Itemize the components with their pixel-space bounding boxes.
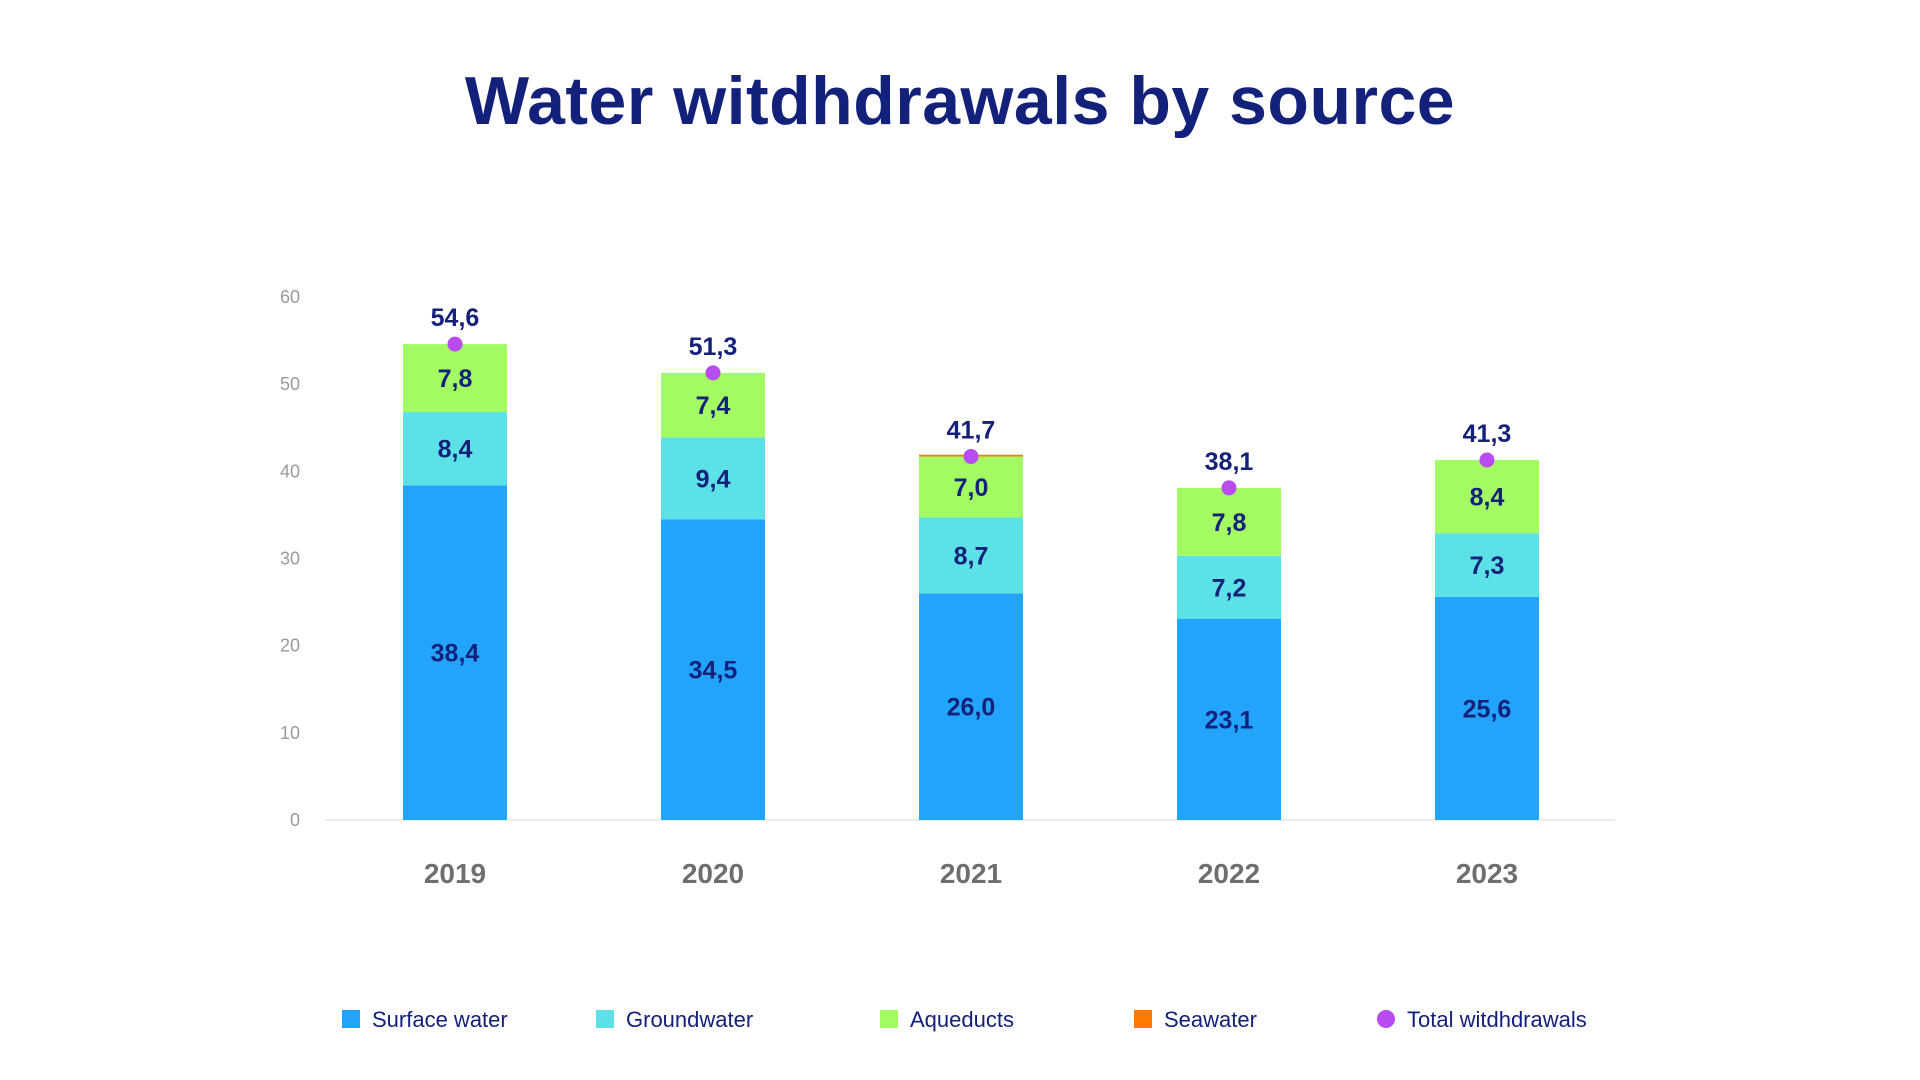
bar-segment-groundwater (1177, 555, 1281, 619)
data-label: 9,4 (696, 465, 731, 493)
bar-segment-surface-water (403, 485, 507, 820)
legend-swatch (1377, 1010, 1395, 1028)
legend-item-groundwater: Groundwater (596, 1007, 753, 1032)
bar-segment-groundwater (661, 437, 765, 520)
data-label: 26,0 (947, 694, 996, 722)
total-label: 54,6 (431, 304, 480, 332)
data-label: 7,3 (1470, 552, 1505, 580)
bar-segment-aqueducts (1435, 460, 1539, 534)
bar-group-2021: 26,0 8,7 7,0 41,7 (919, 417, 1023, 820)
legend-swatch (342, 1010, 360, 1028)
data-label: 7,4 (696, 392, 731, 420)
bar-segment-surface-water (1177, 618, 1281, 820)
data-label: 7,0 (954, 474, 989, 502)
bar-segment-aqueducts (661, 372, 765, 438)
bar-segment-aqueducts (403, 344, 507, 413)
total-label: 51,3 (689, 333, 738, 361)
total-marker (963, 449, 979, 465)
legend: Surface water Groundwater Aqueducts Seawate… (342, 1007, 1587, 1032)
bar-segment-aqueducts (1177, 487, 1281, 556)
total-label: 41,3 (1463, 420, 1512, 448)
data-label: 23,1 (1205, 706, 1254, 734)
y-tick-label: 40 (280, 461, 300, 481)
legend-item-seawater: Seawater (1134, 1007, 1257, 1032)
bars: 38,4 8,4 7,8 54,6 34,5 9,4 7,4 51,3 26,0 8,7 7,0 41… (403, 304, 1539, 820)
bar-group-2023: 25,6 7,3 8,4 41,3 (1435, 420, 1539, 820)
bar-segment-groundwater (919, 517, 1023, 594)
total-marker (705, 365, 721, 381)
total-marker (1479, 452, 1495, 468)
data-label: 8,4 (1470, 484, 1505, 512)
bar-segment-surface-water (919, 593, 1023, 820)
x-tick-label: 2023 (1456, 858, 1518, 889)
legend-swatch (880, 1010, 898, 1028)
data-label: 7,8 (1212, 509, 1247, 537)
y-tick-label: 0 (290, 810, 300, 830)
data-label: 25,6 (1463, 695, 1512, 723)
bar-segment-surface-water (661, 519, 765, 820)
data-label: 7,8 (438, 365, 473, 393)
data-label: 8,4 (438, 436, 473, 464)
legend-label: Surface water (372, 1007, 508, 1032)
x-tick-label: 2019 (424, 858, 486, 889)
legend-item-surface-water: Surface water (342, 1007, 508, 1032)
legend-item-aqueducts: Aqueducts (880, 1007, 1014, 1032)
legend-label: Groundwater (626, 1007, 753, 1032)
y-tick-label: 50 (280, 374, 300, 394)
total-label: 41,7 (947, 417, 996, 445)
total-label: 38,1 (1205, 448, 1254, 476)
total-marker (1221, 480, 1237, 496)
legend-label: Seawater (1164, 1007, 1257, 1032)
data-label: 8,7 (954, 542, 989, 570)
data-label: 7,2 (1212, 574, 1247, 602)
legend-item-total-witdhdrawals: Total witdhdrawals (1377, 1007, 1587, 1032)
data-label: 38,4 (431, 640, 480, 668)
data-label: 34,5 (689, 657, 738, 685)
x-tick-label: 2021 (940, 858, 1002, 889)
bar-segment-surface-water (1435, 596, 1539, 820)
y-tick-label: 10 (280, 723, 300, 743)
x-axis: 2019 2020 2021 2022 2023 (424, 858, 1518, 889)
y-tick-label: 20 (280, 636, 300, 656)
bar-group-2022: 23,1 7,2 7,8 38,1 (1177, 448, 1281, 820)
bar-group-2020: 34,5 9,4 7,4 51,3 (661, 333, 765, 820)
legend-swatch (596, 1010, 614, 1028)
bar-segment-groundwater (403, 412, 507, 486)
legend-label: Total witdhdrawals (1407, 1007, 1587, 1032)
y-axis: 0 10 20 30 40 50 60 (280, 287, 300, 830)
legend-label: Aqueducts (910, 1007, 1014, 1032)
chart-title: Water witdhdrawals by source (464, 63, 1456, 139)
total-marker (447, 336, 463, 352)
bar-segment-aqueducts (919, 456, 1023, 518)
y-tick-label: 60 (280, 287, 300, 307)
x-tick-label: 2022 (1198, 858, 1260, 889)
x-tick-label: 2020 (682, 858, 744, 889)
y-tick-label: 30 (280, 549, 300, 569)
bar-segment-groundwater (1435, 533, 1539, 597)
bar-group-2019: 38,4 8,4 7,8 54,6 (403, 304, 507, 820)
legend-swatch (1134, 1010, 1152, 1028)
